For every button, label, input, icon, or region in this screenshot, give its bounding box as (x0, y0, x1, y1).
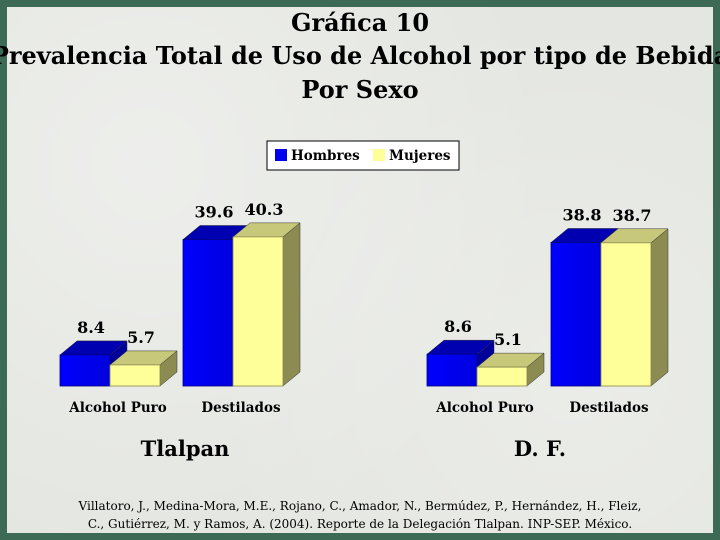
bar-side-df-destilados-mujeres (650, 228, 669, 387)
bar-df-alcohol-puro-hombres (426, 339, 495, 387)
group-label-df: D. F. (514, 436, 566, 461)
bar-front-df-destilados-hombres (550, 242, 602, 387)
bars-layer: 8.4 5.7 Alcohol Puro 39.6 40.3 Destilados Tlal… (59, 200, 669, 461)
data-label-tlalpan-destilados-mujeres: 40.3 (245, 200, 284, 219)
legend-label-hombres: Hombres (291, 148, 360, 164)
chart-title-line-2: Prevalencia Total de Uso de Alcohol por … (0, 41, 720, 70)
legend-swatch-mujeres (373, 149, 385, 161)
bar-front-tlalpan-destilados-hombres (182, 239, 234, 387)
data-label-df-destilados-hombres: 38.8 (563, 205, 602, 224)
bar-side-tlalpan-destilados-mujeres (282, 222, 301, 387)
bar-front-tlalpan-destilados-mujeres (232, 236, 284, 387)
bar-front-df-alcohol-puro-mujeres (476, 366, 528, 387)
data-label-df-alcohol-puro-mujeres: 5.1 (494, 330, 522, 349)
bar-front-df-alcohol-puro-hombres (426, 353, 478, 387)
data-label-tlalpan-alcohol-puro-hombres: 8.4 (77, 318, 105, 337)
data-label-tlalpan-destilados-hombres: 39.6 (195, 202, 234, 221)
category-label-tlalpan-alcohol-puro: Alcohol Puro (68, 400, 167, 416)
chart-title-line-1: Gráfica 10 (291, 8, 429, 37)
bar-df-alcohol-puro-mujeres (476, 352, 545, 387)
bar-tlalpan-destilados-mujeres (232, 222, 301, 387)
bar-front-df-destilados-mujeres (600, 242, 652, 387)
citation-line-1: Villatoro, J., Medina-Mora, M.E., Rojano… (78, 499, 642, 513)
legend-label-mujeres: Mujeres (389, 148, 451, 164)
category-label-df-destilados: Destilados (569, 400, 649, 416)
bar-front-tlalpan-alcohol-puro-mujeres (109, 364, 161, 387)
legend-box (266, 140, 460, 171)
category-label-df-alcohol-puro: Alcohol Puro (435, 400, 534, 416)
category-label-tlalpan-destilados: Destilados (201, 400, 281, 416)
bar-front-tlalpan-alcohol-puro-hombres (59, 354, 111, 387)
group-label-tlalpan: Tlalpan (141, 436, 230, 461)
citation-line-2: C., Gutiérrez, M. y Ramos, A. (2004). Re… (88, 517, 632, 531)
bar-tlalpan-alcohol-puro-mujeres (109, 350, 178, 387)
data-label-tlalpan-alcohol-puro-mujeres: 5.7 (127, 328, 155, 347)
legend-swatch-hombres (275, 149, 287, 161)
chart-title-line-3: Por Sexo (301, 75, 418, 104)
data-label-df-destilados-mujeres: 38.7 (613, 206, 652, 225)
data-label-df-alcohol-puro-hombres: 8.6 (444, 317, 472, 336)
bar-df-destilados-mujeres (600, 228, 669, 387)
legend: Hombres Mujeres (266, 140, 460, 171)
